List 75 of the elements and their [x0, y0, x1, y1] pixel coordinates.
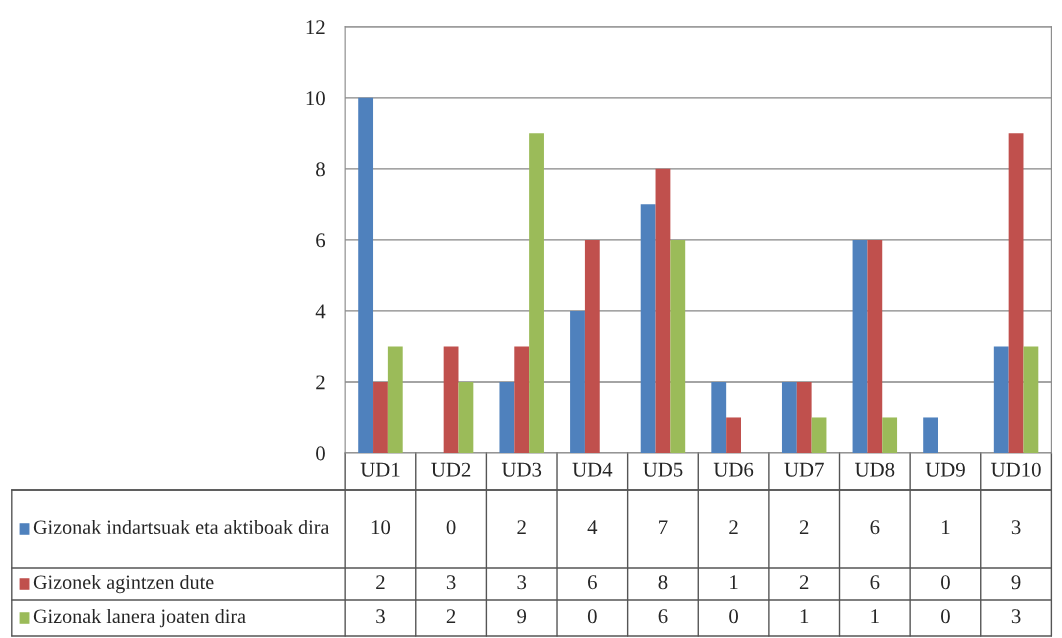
- bar: [443, 346, 459, 453]
- bar: [584, 239, 600, 453]
- bar: [781, 381, 797, 453]
- y-tick-label: 0: [316, 446, 325, 461]
- bar: [514, 346, 530, 453]
- data-label: 1: [871, 609, 879, 624]
- x-tick-label: UD3: [501, 462, 542, 477]
- data-label: 6: [658, 609, 668, 624]
- bar: [711, 381, 727, 453]
- data-label: 9: [1011, 575, 1021, 590]
- data-label: 3: [1011, 520, 1021, 535]
- x-tick-label: UD6: [713, 462, 754, 477]
- x-tick-label: UD10: [991, 462, 1041, 477]
- legend-label: Gizonek agintzen dute: [33, 574, 214, 594]
- data-label: 2: [446, 609, 456, 624]
- bar: [499, 381, 515, 453]
- x-tick-label: UD2: [431, 462, 471, 477]
- bar: [726, 417, 741, 453]
- x-tick-label: UD8: [855, 462, 895, 477]
- bar: [570, 310, 585, 453]
- bar: [373, 381, 388, 453]
- bar: [852, 239, 868, 453]
- y-tick-label: 12: [306, 20, 325, 35]
- x-tick-label: UD9: [925, 462, 965, 477]
- bar: [640, 204, 656, 453]
- y-tick-label: 2: [316, 375, 325, 390]
- bar: [387, 346, 403, 453]
- data-label: 3: [1011, 609, 1021, 624]
- data-label: 1: [942, 520, 950, 535]
- data-label: 3: [376, 609, 385, 624]
- y-tick-label: 8: [316, 162, 325, 177]
- x-tick-label: UD5: [643, 462, 683, 477]
- data-label: 0: [941, 575, 950, 590]
- data-label: 3: [446, 575, 456, 590]
- data-label: 7: [659, 520, 668, 535]
- y-tick-label: 6: [316, 233, 326, 248]
- bar: [882, 417, 898, 453]
- bar: [867, 239, 883, 453]
- data-label: 2: [799, 520, 809, 535]
- data-label: 8: [658, 575, 668, 590]
- data-label: 0: [446, 520, 456, 535]
- data-label: 10: [371, 520, 391, 535]
- data-label: 6: [870, 575, 880, 590]
- bar: [670, 239, 686, 453]
- data-label: 1: [800, 609, 809, 624]
- data-label: 6: [870, 520, 880, 535]
- x-tick-label: UD4: [572, 462, 613, 477]
- bar: [529, 133, 544, 453]
- legend-label: Gizonak indartsuak eta aktiboak dira: [33, 519, 330, 535]
- data-label: 2: [517, 520, 526, 535]
- data-label: 2: [376, 575, 385, 590]
- bar: [358, 97, 374, 453]
- data-label: 0: [729, 609, 738, 624]
- legend-label: Gizonak lanera joaten dira: [33, 608, 246, 628]
- x-tick-label: UD1: [360, 462, 400, 477]
- data-label: 9: [517, 609, 527, 624]
- data-label: 6: [588, 575, 597, 590]
- bar: [923, 417, 939, 453]
- x-tick-label: UD7: [784, 462, 824, 477]
- bar: [458, 381, 474, 453]
- bar: [811, 417, 827, 453]
- data-label: 2: [729, 520, 738, 535]
- data-label: 1: [730, 575, 738, 590]
- bar: [796, 381, 812, 453]
- y-tick-label: 4: [315, 304, 326, 319]
- data-label: 0: [587, 609, 597, 624]
- bar: [1008, 133, 1024, 453]
- y-tick-label: 10: [306, 91, 325, 106]
- bar: [655, 168, 671, 453]
- data-label: 2: [799, 575, 809, 590]
- data-label: 0: [941, 609, 950, 624]
- data-label: 4: [587, 520, 598, 535]
- bar: [1023, 346, 1039, 453]
- data-label: 3: [517, 575, 527, 590]
- bar: [993, 346, 1009, 453]
